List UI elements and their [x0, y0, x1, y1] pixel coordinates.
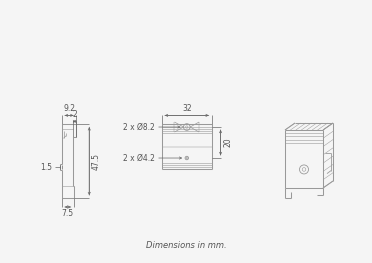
Text: 1.5: 1.5 — [41, 163, 53, 171]
Text: 2 x Ø4.2: 2 x Ø4.2 — [123, 154, 155, 163]
Text: 47.5: 47.5 — [92, 153, 101, 170]
Text: Dimensions in mm.: Dimensions in mm. — [146, 240, 226, 250]
Text: 20: 20 — [223, 138, 232, 147]
Text: 9.2: 9.2 — [63, 104, 75, 113]
Text: 2: 2 — [72, 110, 77, 119]
Text: 2 x Ø8.2: 2 x Ø8.2 — [123, 123, 155, 132]
Text: 32: 32 — [182, 104, 192, 113]
Text: 7.5: 7.5 — [62, 210, 74, 219]
